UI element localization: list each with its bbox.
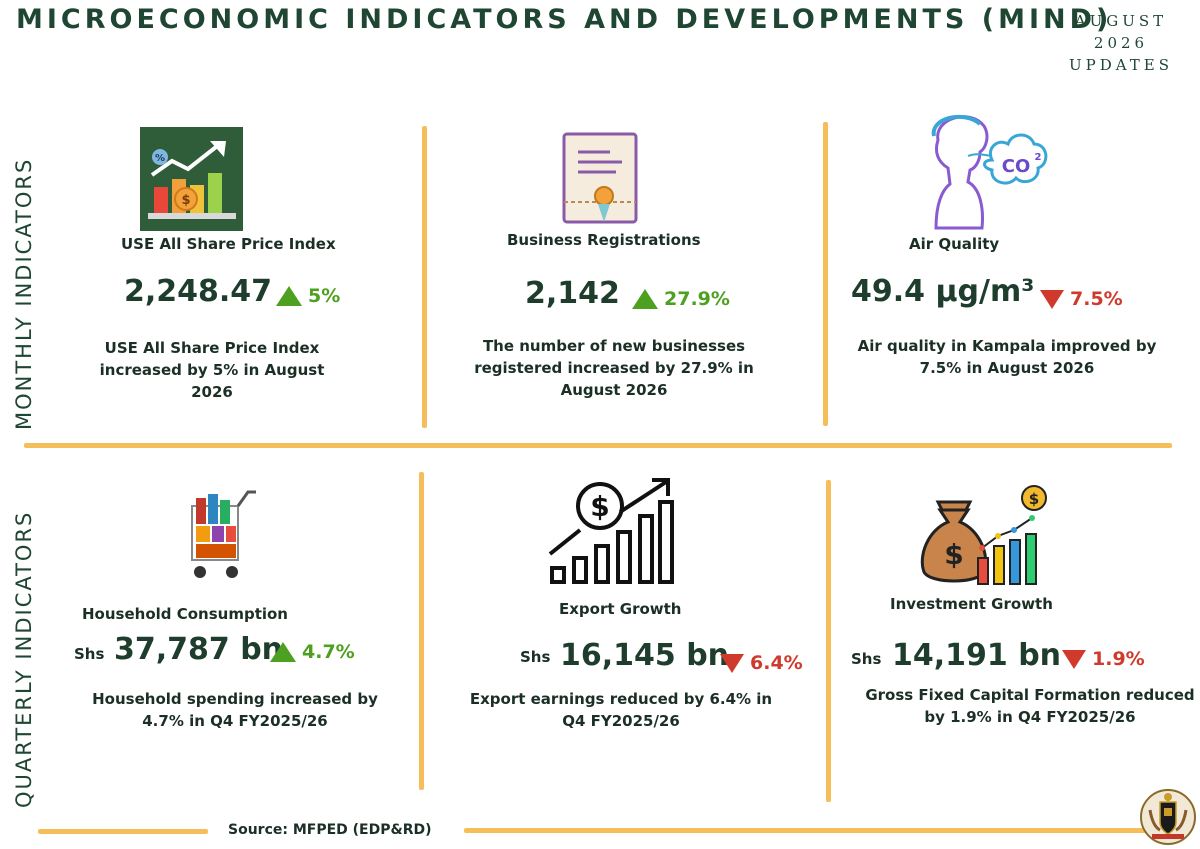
monthly-2-change-value: 27.9% — [664, 288, 730, 310]
quarterly-3-desc: Gross Fixed Capital Formation reduced by… — [865, 686, 1195, 726]
co2-person-icon: CO 2 — [924, 112, 1052, 230]
up-arrow-icon — [276, 286, 302, 306]
monthly-1-value: 2,248.47 — [124, 274, 273, 309]
page-title: MICROECONOMIC INDICATORS AND DEVELOPMENT… — [16, 4, 1113, 35]
quarterly-1-title: Household Consumption — [82, 605, 288, 623]
quarterly-2-change-value: 6.4% — [750, 652, 803, 674]
certificate-icon — [560, 130, 640, 226]
quarterly-2-title: Export Growth — [559, 600, 682, 618]
monthly-1-title: USE All Share Price Index — [121, 235, 336, 253]
footer-line-right — [464, 828, 1150, 833]
quarterly-1-change: 4.7% — [270, 641, 355, 663]
svg-text:%: % — [155, 153, 165, 164]
monthly-section-label: MONTHLY INDICATORS — [12, 157, 36, 430]
down-arrow-icon — [720, 653, 744, 673]
quarterly-2-change: 6.4% — [720, 652, 803, 674]
period-year: 2026 — [1093, 34, 1149, 52]
quarterly-1-currency: Shs — [74, 645, 105, 663]
monthly-1-change-value: 5% — [308, 285, 341, 307]
monthly-2-title: Business Registrations — [507, 231, 701, 249]
monthly-3-change-value: 7.5% — [1070, 288, 1123, 310]
quarterly-section-label: QUARTERLY INDICATORS — [12, 510, 36, 808]
period-month: AUGUST — [1074, 12, 1168, 30]
source-note: Source: MFPED (EDP&RD) — [228, 822, 432, 838]
svg-text:2: 2 — [1035, 152, 1042, 163]
svg-text:$: $ — [590, 490, 609, 523]
period-label: AUGUST 2026 UPDATES — [1056, 10, 1186, 76]
monthly-2-desc: The number of new businesses registered … — [474, 337, 754, 399]
monthly-2-value: 2,142 — [525, 276, 620, 311]
shopping-cart-icon — [170, 484, 270, 584]
monthly-3-title: Air Quality — [909, 235, 1000, 253]
coat-of-arms-icon — [1140, 788, 1196, 846]
monthly-3-change: 7.5% — [1040, 288, 1123, 310]
dollar-growth-icon: $ — [546, 474, 678, 586]
monthly-1-change: 5% — [276, 285, 340, 307]
down-arrow-icon — [1040, 289, 1064, 309]
quarterly-3-currency: Shs — [851, 650, 882, 668]
svg-text:$: $ — [944, 538, 963, 571]
down-arrow-icon — [1062, 649, 1086, 669]
growth-chart-icon: $ % — [140, 127, 243, 231]
svg-text:$: $ — [1029, 490, 1039, 508]
divider-quarterly-1 — [419, 472, 424, 790]
quarterly-2-currency: Shs — [520, 648, 551, 666]
divider-monthly-1 — [422, 126, 427, 428]
divider-quarterly-2 — [826, 480, 831, 802]
footer-line-left — [38, 829, 208, 834]
quarterly-3-title: Investment Growth — [890, 595, 1053, 613]
period-updates: UPDATES — [1068, 56, 1173, 74]
up-arrow-icon — [270, 642, 296, 662]
divider-monthly-2 — [823, 122, 828, 426]
quarterly-1-value: 37,787 bn — [114, 632, 284, 667]
svg-text:$: $ — [181, 193, 190, 208]
svg-text:CO: CO — [1002, 156, 1031, 177]
monthly-3-desc: Air quality in Kampala improved by 7.5% … — [857, 337, 1157, 377]
quarterly-2-desc: Export earnings reduced by 6.4% in Q4 FY… — [469, 690, 773, 730]
monthly-2-change: 27.9% — [632, 288, 730, 310]
quarterly-1-change-value: 4.7% — [302, 641, 355, 663]
money-bag-chart-icon: $ $ — [920, 484, 1052, 586]
quarterly-3-change-value: 1.9% — [1092, 648, 1145, 670]
quarterly-1-desc: Household spending increased by 4.7% in … — [92, 690, 378, 730]
quarterly-3-change: 1.9% — [1062, 648, 1145, 670]
monthly-1-desc: USE All Share Price Index increased by 5… — [99, 339, 325, 401]
quarterly-2-value: 16,145 bn — [560, 638, 730, 673]
divider-sections — [24, 443, 1172, 448]
monthly-3-value: 49.4 µg/m³ — [851, 274, 1035, 309]
quarterly-3-value: 14,191 bn — [892, 638, 1062, 673]
up-arrow-icon — [632, 289, 658, 309]
